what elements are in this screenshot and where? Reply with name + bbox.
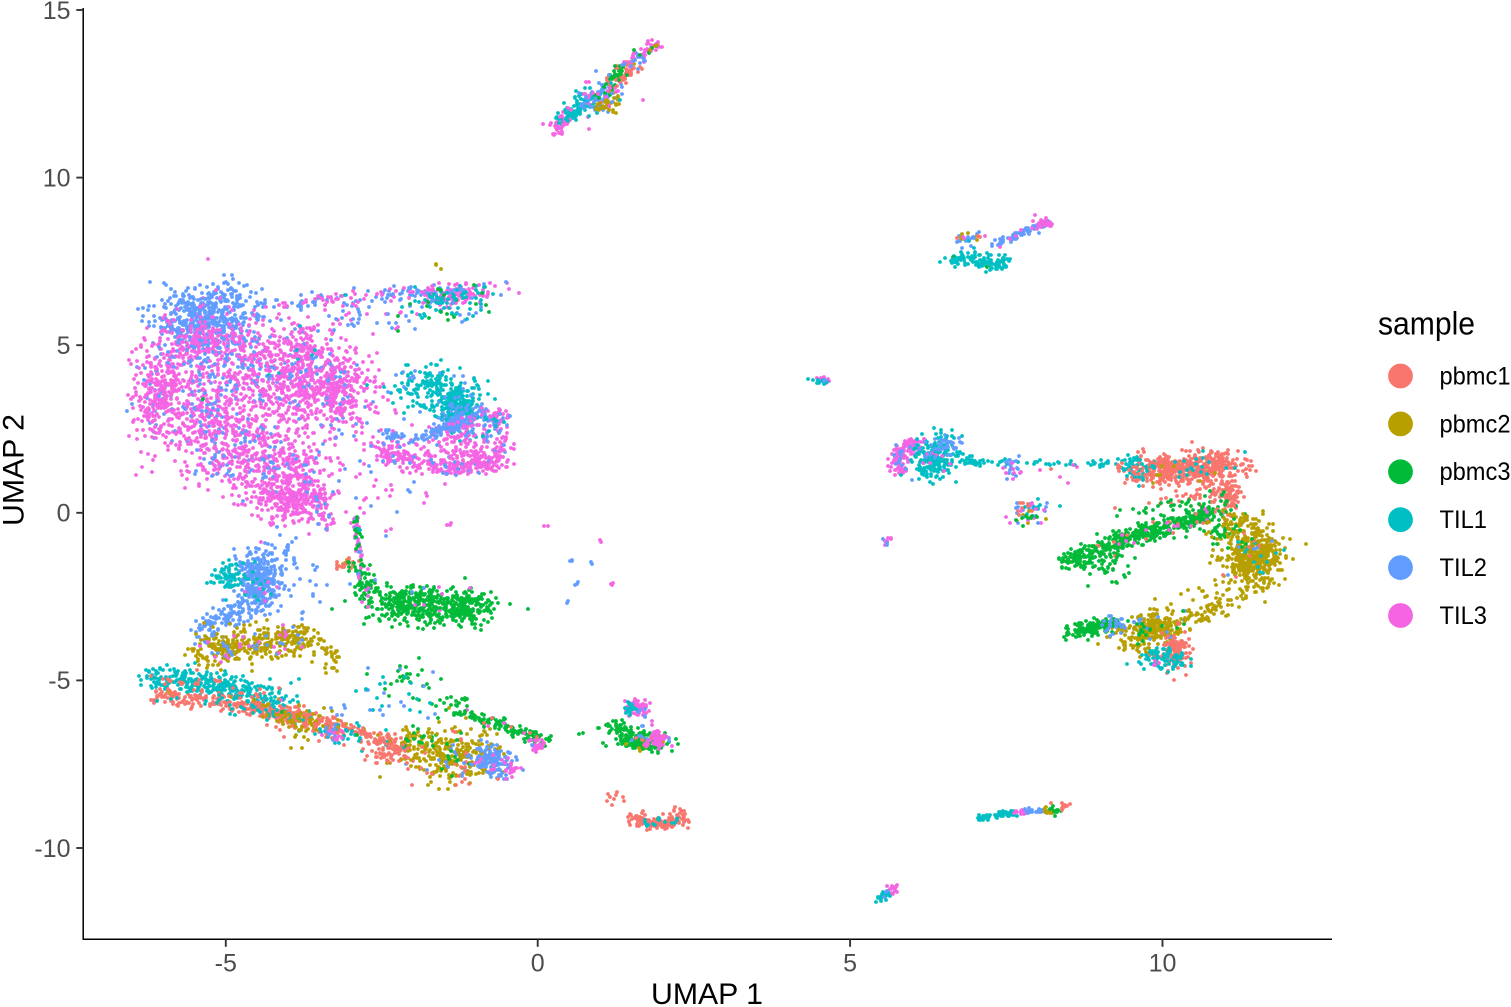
svg-text:TIL3: TIL3 [1440, 602, 1488, 630]
svg-text:-5: -5 [215, 950, 237, 978]
svg-text:pbmc1: pbmc1 [1440, 362, 1511, 390]
svg-text:-10: -10 [34, 835, 70, 863]
svg-text:15: 15 [43, 0, 71, 25]
svg-text:UMAP 1: UMAP 1 [651, 978, 763, 1007]
svg-text:5: 5 [843, 950, 857, 978]
svg-text:10: 10 [1149, 950, 1177, 978]
svg-text:0: 0 [531, 950, 545, 978]
svg-text:sample: sample [1378, 306, 1475, 342]
svg-text:10: 10 [43, 164, 71, 192]
svg-text:pbmc2: pbmc2 [1440, 410, 1511, 438]
svg-text:0: 0 [57, 500, 71, 528]
svg-text:TIL1: TIL1 [1440, 506, 1488, 534]
svg-text:TIL2: TIL2 [1440, 554, 1488, 582]
svg-text:5: 5 [57, 332, 71, 360]
svg-text:pbmc3: pbmc3 [1440, 458, 1511, 486]
svg-text:UMAP 2: UMAP 2 [0, 414, 31, 526]
svg-text:-5: -5 [48, 667, 70, 695]
